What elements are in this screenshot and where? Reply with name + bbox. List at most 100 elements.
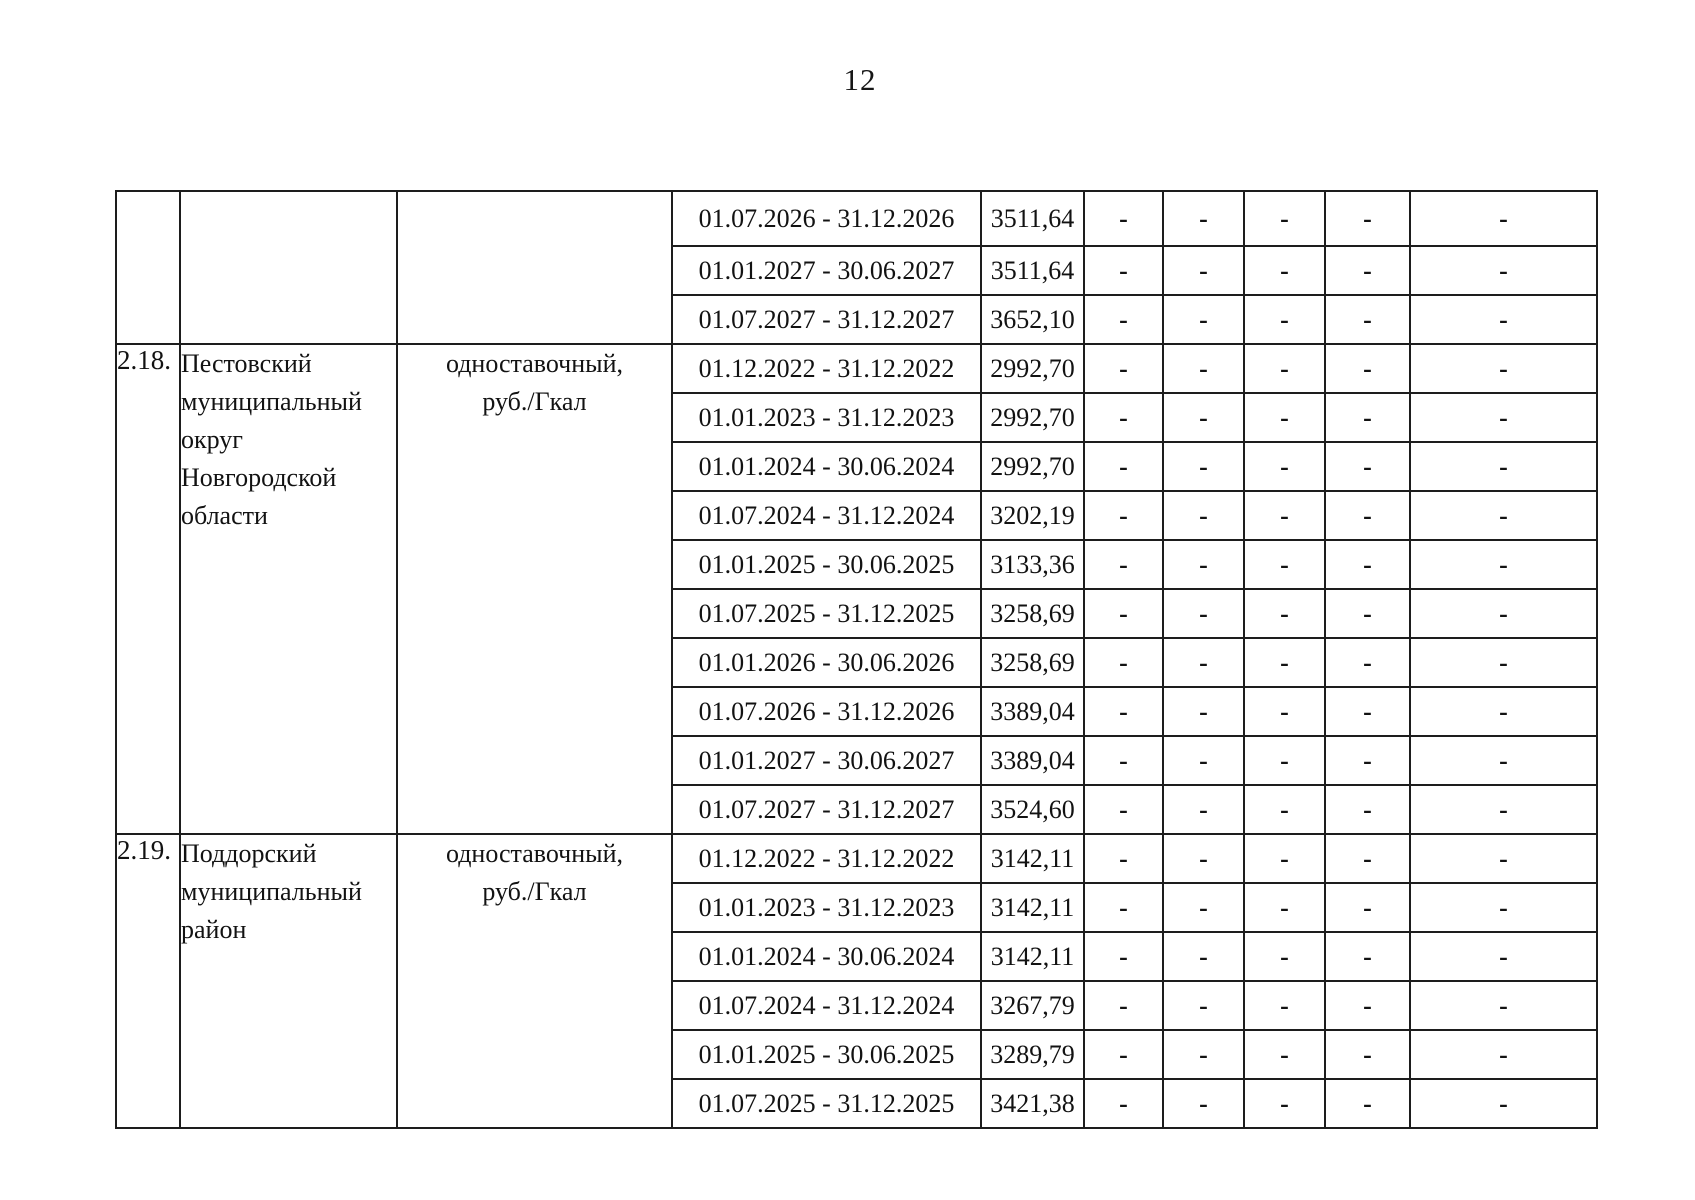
cell-period: 01.07.2027 - 31.12.2027	[671, 294, 982, 345]
cell-tariff-value: 3142,11	[980, 882, 1085, 933]
cell-dash: -	[1083, 980, 1164, 1031]
cell-dash: -	[1324, 294, 1411, 345]
cell-tariff-value: 3524,60	[980, 784, 1085, 835]
tariff-type-line: руб./Гкал	[482, 877, 587, 906]
cell-dash: -	[1243, 441, 1326, 492]
cell-dash: -	[1409, 637, 1598, 688]
cell-period: 01.07.2025 - 31.12.2025	[671, 588, 982, 639]
cell-dash: -	[1409, 343, 1598, 394]
cell-dash: -	[1083, 686, 1164, 737]
cell-dash: -	[1083, 343, 1164, 394]
cell-dash: -	[1324, 539, 1411, 590]
cell-tariff-value: 3511,64	[980, 245, 1085, 296]
cell-dash: -	[1409, 588, 1598, 639]
cell-region-name: Поддорский муниципальный район	[179, 833, 398, 1129]
cell-period: 01.01.2025 - 30.06.2025	[671, 1029, 982, 1080]
cell-dash: -	[1324, 637, 1411, 688]
table-row: 01.07.2025 - 31.12.2025 3421,38- - - - -	[116, 1078, 1598, 1129]
cell-dash: -	[1409, 980, 1598, 1031]
table-row: 01.01.2027 - 30.06.2027 3511,64- - - - -	[116, 245, 1598, 296]
cell-dash: -	[1083, 392, 1164, 443]
cell-dash: -	[1083, 190, 1164, 247]
cell-period: 01.01.2026 - 30.06.2026	[671, 637, 982, 688]
cell-dash: -	[1324, 190, 1411, 247]
cell-tariff-value: 3258,69	[980, 637, 1085, 688]
table-row: 01.07.2025 - 31.12.2025 3258,69- - - - -	[116, 588, 1598, 639]
cell-dash: -	[1083, 490, 1164, 541]
cell-region-name: Пестовский муниципальный округ Новгородской…	[179, 343, 398, 835]
cell-dash: -	[1243, 833, 1326, 884]
cell-dash: -	[1162, 735, 1245, 786]
table-row: 01.01.2026 - 30.06.2026 3258,69- - - - -	[116, 637, 1598, 688]
cell-dash: -	[1162, 784, 1245, 835]
cell-dash: -	[1324, 784, 1411, 835]
cell-dash: -	[1324, 735, 1411, 786]
cell-region-name	[179, 190, 398, 345]
cell-dash: -	[1243, 539, 1326, 590]
cell-tariff-value: 3511,64	[980, 190, 1085, 247]
region-name-line: район	[181, 915, 247, 944]
cell-dash: -	[1324, 441, 1411, 492]
cell-dash: -	[1162, 931, 1245, 982]
cell-dash: -	[1243, 343, 1326, 394]
cell-period: 01.01.2023 - 31.12.2023	[671, 882, 982, 933]
cell-dash: -	[1162, 490, 1245, 541]
cell-dash: -	[1162, 637, 1245, 688]
cell-dash: -	[1083, 931, 1164, 982]
cell-dash: -	[1409, 1029, 1598, 1080]
cell-dash: -	[1162, 882, 1245, 933]
cell-dash: -	[1324, 1078, 1411, 1129]
cell-dash: -	[1409, 931, 1598, 982]
cell-tariff-type	[396, 190, 673, 345]
cell-dash: -	[1243, 245, 1326, 296]
cell-dash: -	[1243, 1029, 1326, 1080]
cell-dash: -	[1324, 686, 1411, 737]
cell-dash: -	[1243, 784, 1326, 835]
cell-section-number	[115, 190, 181, 345]
cell-dash: -	[1409, 441, 1598, 492]
cell-dash: -	[1324, 245, 1411, 296]
cell-dash: -	[1243, 392, 1326, 443]
cell-dash: -	[1409, 1078, 1598, 1129]
cell-dash: -	[1162, 441, 1245, 492]
cell-dash: -	[1162, 245, 1245, 296]
tariff-type-line: одноставочный,	[445, 839, 624, 868]
cell-tariff-value: 3142,11	[980, 931, 1085, 982]
table-row: 01.07.2027 - 31.12.2027 3524,60- - - - -	[116, 784, 1598, 835]
table-row: 01.01.2024 - 30.06.2024 2992,70- - - - -	[116, 441, 1598, 492]
cell-period: 01.07.2024 - 31.12.2024	[671, 490, 982, 541]
cell-dash: -	[1243, 588, 1326, 639]
cell-dash: -	[1162, 343, 1245, 394]
cell-dash: -	[1243, 294, 1326, 345]
cell-dash: -	[1083, 833, 1164, 884]
cell-period: 01.07.2026 - 31.12.2026	[671, 686, 982, 737]
cell-tariff-value: 3267,79	[980, 980, 1085, 1031]
cell-tariff-value: 3133,36	[980, 539, 1085, 590]
cell-tariff-value: 2992,70	[980, 343, 1085, 394]
cell-period: 01.07.2024 - 31.12.2024	[671, 980, 982, 1031]
cell-dash: -	[1243, 882, 1326, 933]
table-row: 01.07.2026 - 31.12.2026 3511,64- - - - -	[115, 190, 1598, 345]
table-row: 2.18. Пестовский муниципальный округ Новгоро…	[115, 343, 1598, 835]
cell-dash: -	[1162, 833, 1245, 884]
cell-period: 01.01.2024 - 30.06.2024	[671, 931, 982, 982]
cell-dash: -	[1243, 1078, 1326, 1129]
cell-dash: -	[1324, 931, 1411, 982]
cell-dash: -	[1243, 637, 1326, 688]
table-row: 01.01.2023 - 31.12.2023 3142,11- - - - -	[116, 882, 1598, 933]
cell-dash: -	[1162, 980, 1245, 1031]
cell-dash: -	[1162, 190, 1245, 247]
cell-tariff-value: 3142,11	[980, 833, 1085, 884]
cell-dash: -	[1409, 784, 1598, 835]
cell-dash: -	[1083, 1078, 1164, 1129]
table-row: 01.01.2025 - 30.06.2025 3289,79- - - - -	[116, 1029, 1598, 1080]
tariff-table: 01.07.2026 - 31.12.2026 3511,64- - - - -01.01…	[115, 190, 1598, 1129]
table-row: 01.01.2024 - 30.06.2024 3142,11- - - - -	[116, 931, 1598, 982]
cell-dash: -	[1324, 588, 1411, 639]
table-row: 01.07.2026 - 31.12.2026 3389,04- - - - -	[116, 686, 1598, 737]
cell-dash: -	[1083, 294, 1164, 345]
cell-dash: -	[1243, 980, 1326, 1031]
cell-dash: -	[1409, 245, 1598, 296]
cell-dash: -	[1083, 588, 1164, 639]
region-name-line: Новгородской	[181, 463, 337, 492]
